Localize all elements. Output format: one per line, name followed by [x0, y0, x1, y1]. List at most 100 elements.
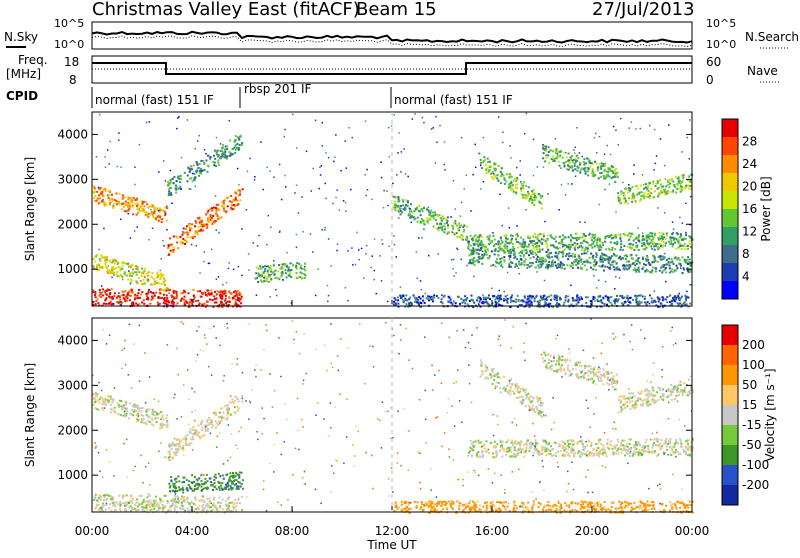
scatter-point: [572, 237, 574, 239]
scatter-point: [500, 237, 502, 239]
scatter-point: [214, 506, 216, 508]
scatter-point: [642, 257, 644, 259]
scatter-point: [560, 262, 562, 264]
scatter-point: [482, 295, 484, 297]
scatter-point: [109, 194, 111, 196]
scatter-point: [667, 184, 669, 186]
scatter-point: [148, 504, 150, 506]
scatter-point: [515, 301, 517, 303]
scatter-point: [95, 392, 97, 394]
scatter-point: [625, 187, 627, 189]
scatter-point: [595, 133, 597, 135]
scatter-point: [187, 507, 189, 509]
scatter-point: [136, 502, 138, 504]
scatter-point: [516, 167, 518, 169]
scatter-point: [470, 263, 472, 265]
scatter-point: [259, 265, 261, 267]
scatter-point: [177, 237, 179, 239]
scatter-point: [153, 411, 155, 413]
scatter-point: [216, 488, 218, 490]
scatter-point: [224, 293, 226, 295]
scatter-point: [191, 501, 193, 503]
scatter-point: [564, 244, 566, 246]
scatter-point: [98, 264, 100, 266]
scatter-point: [420, 209, 422, 211]
scatter-point: [644, 248, 646, 250]
scatter-point: [228, 479, 230, 481]
scatter-point: [640, 128, 642, 130]
scatter-point: [464, 295, 466, 297]
scatter-point: [644, 271, 646, 273]
scatter-point: [647, 301, 649, 303]
scatter-point: [226, 197, 228, 199]
scatter-point: [100, 499, 102, 501]
scatter-point: [127, 279, 129, 281]
scatter-point: [155, 218, 157, 220]
scatter-point: [593, 234, 595, 236]
scatter-point: [637, 260, 639, 262]
cpid-segment-1: normal (fast) 151 IF: [95, 93, 214, 107]
scatter-point: [120, 219, 122, 221]
scatter-point: [192, 289, 194, 291]
scatter-point: [151, 211, 153, 213]
scatter-point: [237, 398, 239, 400]
scatter-point: [597, 169, 599, 171]
scatter-point: [589, 162, 591, 164]
scatter-point: [562, 157, 564, 159]
scatter-point: [92, 304, 94, 306]
scatter-point: [405, 294, 407, 296]
scatter-point: [550, 266, 552, 268]
scatter-point: [638, 240, 640, 242]
scatter-point: [166, 295, 168, 297]
scatter-point: [232, 401, 234, 403]
scatter-point: [212, 215, 214, 217]
scatter-point: [247, 171, 249, 173]
scatter-point: [225, 295, 227, 297]
scatter-point: [232, 148, 234, 150]
scatter-point: [458, 236, 460, 238]
scatter-point: [477, 245, 479, 247]
scatter-point: [470, 235, 472, 237]
scatter-point: [544, 301, 546, 303]
scatter-point: [182, 487, 184, 489]
scatter-point: [129, 402, 131, 404]
scatter-point: [107, 399, 109, 401]
scatter-point: [672, 297, 674, 299]
scatter-point: [523, 256, 525, 258]
scatter-point: [470, 253, 472, 255]
scatter-point: [177, 498, 179, 500]
scatter-point: [185, 444, 187, 446]
scatter-point: [542, 257, 544, 259]
scatter-point: [404, 209, 406, 211]
scatter-point: [345, 211, 347, 213]
scatter-point: [676, 259, 678, 261]
scatter-point: [328, 157, 330, 159]
scatter-point: [218, 486, 220, 488]
scatter-point: [666, 232, 668, 234]
scatter-point: [310, 233, 312, 235]
scatter-point: [603, 175, 605, 177]
scatter-point: [205, 214, 207, 216]
scatter-point: [405, 299, 407, 301]
scatter-point: [644, 301, 646, 303]
scatter-point: [590, 245, 592, 247]
scatter-point: [325, 152, 327, 154]
scatter-point: [635, 299, 637, 301]
scatter-point: [392, 183, 394, 185]
scatter-point: [509, 227, 511, 229]
scatter-point: [643, 188, 645, 190]
scatter-point: [619, 277, 621, 279]
scatter-point: [232, 208, 234, 210]
scatter-point: [567, 301, 569, 303]
scatter-point: [637, 227, 639, 229]
scatter-point: [505, 240, 507, 242]
scatter-point: [198, 477, 200, 479]
scatter-point: [212, 489, 214, 491]
scatter-point: [143, 299, 145, 301]
scatter-point: [598, 247, 600, 249]
scatter-point: [215, 207, 217, 209]
scatter-point: [213, 499, 215, 501]
scatter-point: [221, 417, 223, 419]
scatter-point: [125, 505, 127, 507]
scatter-point: [512, 184, 514, 186]
